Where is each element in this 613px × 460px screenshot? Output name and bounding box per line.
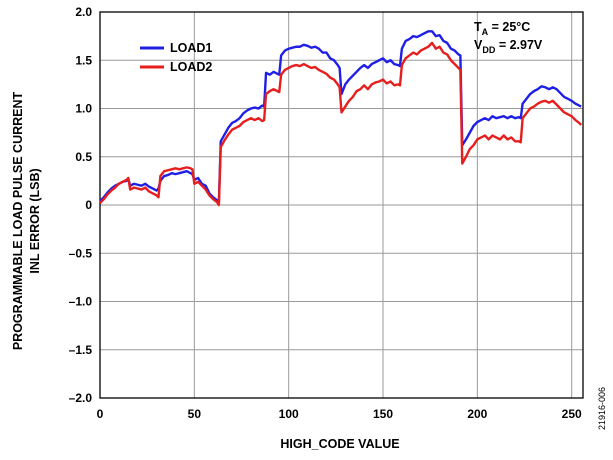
legend-label-load1: LOAD1: [170, 41, 212, 55]
conditions-annotation: TA = 25°C VDD = 2.97V: [474, 20, 543, 55]
x-tick-label: 200: [467, 407, 487, 421]
y-tick-label: –2.0: [69, 391, 93, 405]
y-tick-label: 1.5: [75, 53, 92, 67]
series-layer: [99, 30, 582, 207]
y-axis-title-line1: PROGRAMMABLE LOAD PULSE CURRENT: [11, 91, 25, 350]
y-tick-label: 0: [85, 198, 92, 212]
x-tick-label: 250: [562, 407, 582, 421]
y-tick-label: 2.0: [75, 5, 92, 19]
x-tick-label: 50: [188, 407, 202, 421]
grid-lines: [99, 11, 583, 399]
legend: LOAD1 LOAD2: [140, 41, 212, 74]
x-axis-title: HIGH_CODE VALUE: [280, 437, 399, 451]
x-tick-label: 150: [373, 407, 393, 421]
x-tick-label: 100: [279, 407, 299, 421]
annotation-vdd: VDD = 2.97V: [474, 38, 543, 55]
y-tick-label: 1.0: [75, 102, 92, 116]
x-tick-labels: 0 50 100 150 200 250: [97, 407, 582, 421]
legend-label-load2: LOAD2: [170, 60, 212, 74]
y-tick-label: 0.5: [75, 150, 92, 164]
series-line-load1: [99, 30, 582, 205]
y-axis-title-line2: INL ERROR (LSB): [28, 168, 42, 273]
plot-frame: [99, 11, 584, 399]
y-tick-label: –1.0: [69, 295, 93, 309]
series-line-load2: [99, 41, 582, 207]
y-tick-labels: 2.0 1.5 1.0 0.5 0 –0.5 –1.0 –1.5 –2.0: [69, 5, 93, 405]
x-tick-label: 0: [97, 407, 104, 421]
figure-id: 21916-006: [597, 387, 607, 430]
annotation-ta: TA = 25°C: [474, 20, 530, 37]
y-tick-label: –1.5: [69, 343, 93, 357]
y-tick-label: –0.5: [69, 246, 93, 260]
